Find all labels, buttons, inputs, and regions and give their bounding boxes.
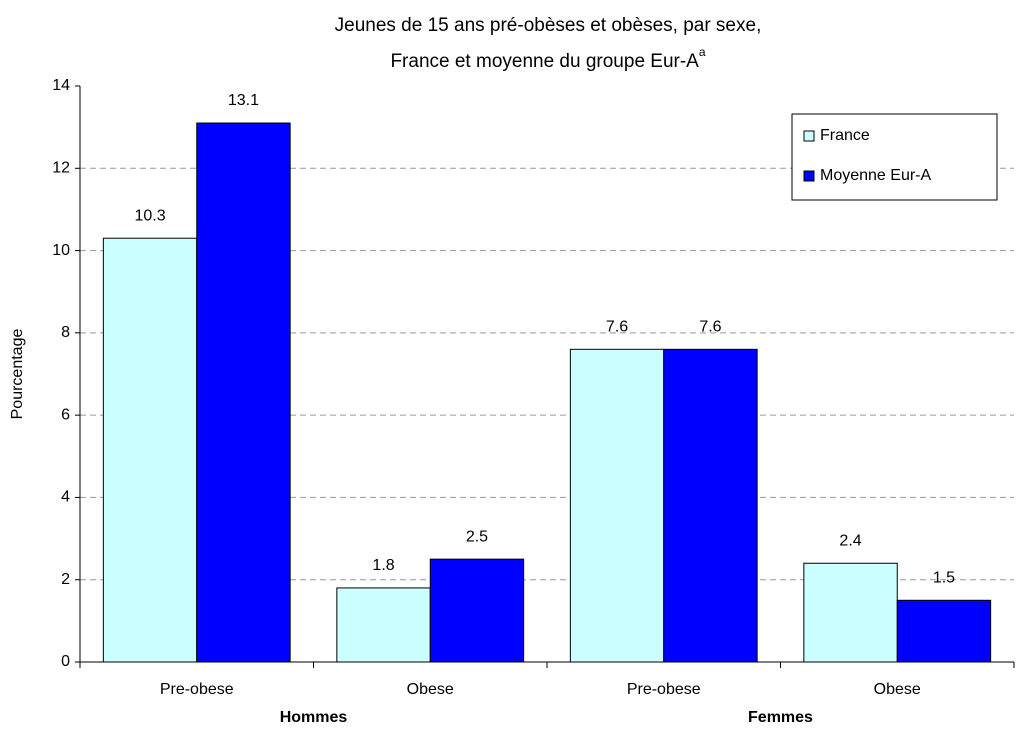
legend-box bbox=[791, 113, 998, 201]
value-label: 13.1 bbox=[228, 92, 259, 109]
y-tick-label: 2 bbox=[61, 571, 70, 588]
y-tick-label: 10 bbox=[52, 242, 70, 259]
chart-title: France et moyenne du groupe Eur-Aa bbox=[390, 45, 705, 72]
x-tick-label: Pre-obese bbox=[160, 681, 234, 698]
y-tick-label: 12 bbox=[52, 160, 70, 177]
bar bbox=[336, 587, 431, 663]
legend-swatch bbox=[803, 170, 815, 182]
value-label: 2.4 bbox=[839, 532, 861, 549]
bar bbox=[196, 122, 291, 663]
group-label: Femmes bbox=[748, 709, 813, 726]
bar bbox=[663, 348, 758, 663]
chart-title-line: France et moyenne du groupe Eur-A bbox=[390, 51, 699, 72]
bar bbox=[429, 558, 525, 663]
y-tick-label: 4 bbox=[61, 489, 70, 506]
value-label: 1.8 bbox=[372, 557, 394, 574]
bar bbox=[896, 599, 992, 663]
legend-label: Moyenne Eur-A bbox=[820, 167, 931, 184]
chart-title: Jeunes de 15 ans pré-obèses et obèses, p… bbox=[335, 15, 762, 36]
x-tick-label: Obese bbox=[407, 681, 454, 698]
bar bbox=[569, 348, 665, 663]
legend-swatch bbox=[803, 130, 815, 142]
bar bbox=[102, 237, 198, 663]
value-label: 2.5 bbox=[466, 528, 488, 545]
x-tick-label: Obese bbox=[874, 681, 921, 698]
group-label: Hommes bbox=[280, 709, 348, 726]
y-tick-label: 8 bbox=[61, 324, 70, 341]
value-label: 10.3 bbox=[134, 207, 165, 224]
title-superscript: a bbox=[699, 45, 706, 59]
value-label: 1.5 bbox=[933, 570, 955, 587]
value-label: 7.6 bbox=[699, 319, 721, 336]
y-axis-label: Pourcentage bbox=[9, 329, 26, 420]
bar bbox=[803, 562, 898, 663]
legend-label: France bbox=[820, 127, 870, 144]
y-tick-label: 14 bbox=[52, 77, 70, 94]
y-tick-label: 0 bbox=[61, 653, 70, 670]
y-tick-label: 6 bbox=[61, 406, 70, 423]
x-tick-label: Pre-obese bbox=[627, 681, 701, 698]
value-label: 7.6 bbox=[606, 319, 628, 336]
